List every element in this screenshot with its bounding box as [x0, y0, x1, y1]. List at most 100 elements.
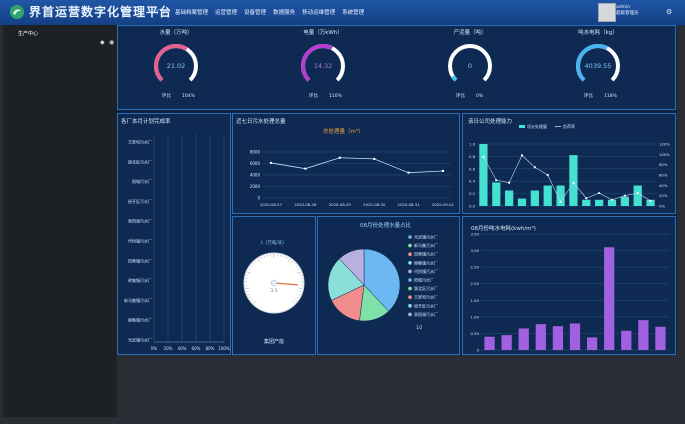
- settings-icon[interactable]: ⚙: [666, 8, 673, 16]
- cap-rate-line: [483, 154, 651, 203]
- pie-slice: [363, 248, 401, 312]
- gauge-panel: 水量（万吨） 21.02 环比 104% 电量（万kWh） 14.32 环比 110% 产泥量（…: [117, 25, 676, 110]
- nav-system[interactable]: 系统管理: [342, 10, 365, 16]
- power-bar: [655, 326, 666, 350]
- user-info[interactable]: admin 超级管理员: [616, 5, 639, 17]
- dial-tick: [298, 294, 301, 296]
- legend-label-design: 设计处理量: [527, 123, 547, 129]
- dial-tick: [260, 257, 262, 260]
- cap-rate-point: [598, 191, 601, 195]
- plan-plant-label: 光武镇污水厂: [128, 337, 152, 343]
- dial-needle: [273, 282, 298, 286]
- pie-chart: 光武镇污水厂新马集污水厂田营镇污水厂顾集镇污水厂代桥镇污水厂阳城污水厂颍北区污水…: [327, 234, 438, 330]
- pie-legend-label: 代桥镇污水厂: [414, 268, 438, 274]
- pie-legend-swatch: [408, 312, 412, 317]
- cap-rate-point: [636, 191, 639, 195]
- pie-legend-swatch: [408, 235, 412, 239]
- nav-archive[interactable]: 基础档案管理: [175, 10, 209, 16]
- pie-legend-swatch: [408, 304, 412, 308]
- cap-bar: [595, 199, 604, 206]
- pie-legend-label: 经开区污水厂: [414, 302, 438, 308]
- plan-chart: 0% 20% 40% 60% 80% 100% 王家坝污水厂颍北区污水厂阳城污水厂经开区污水…: [124, 134, 230, 351]
- power-ytick-label: 1.50: [471, 298, 480, 303]
- avatar[interactable]: [598, 3, 616, 22]
- cap-ytick-left: 0.2: [469, 191, 476, 196]
- power-ytick-label: 0.50: [471, 331, 480, 336]
- cap-rate-point: [649, 199, 652, 202]
- dial-tick: [291, 260, 293, 263]
- capacity-panel: 该日公司处理能力 设计处理量 负荷率 0.0 0.2 0.4 0.6 0.8 1.0 0% 20%…: [462, 113, 676, 214]
- nav-portal[interactable]: 门户: [157, 10, 169, 16]
- dial-tick: [293, 263, 296, 265]
- gauge-ratio: 118%: [604, 93, 618, 99]
- nav-mobile[interactable]: 移动运维管理: [302, 10, 336, 16]
- pie-slice: [339, 248, 365, 286]
- refresh-icon[interactable]: ◉: [109, 39, 115, 46]
- plan-tick-label: 60%: [192, 346, 201, 351]
- user-role: 超级管理员: [616, 11, 639, 16]
- cap-ytick-right: 100%: [659, 152, 670, 157]
- dial-gauge: t（万吨/天） 3.5 集团产能: [243, 239, 305, 345]
- cap-ytick-right: 20%: [659, 193, 668, 198]
- cap-ytick-left: 0.4: [469, 179, 476, 184]
- plan-plant-label: 经开区污水厂: [128, 198, 152, 204]
- pie-legend-swatch: [408, 269, 412, 274]
- sidebar: 生产中心 ◆ ◉: [3, 25, 118, 417]
- cap-ytick-left: 0.0: [469, 204, 476, 209]
- sidebar-heading[interactable]: 生产中心: [18, 31, 39, 37]
- nav-operation[interactable]: 运营管理: [215, 10, 238, 16]
- line-panel: 近七日污水处理总量 总处理量（m³） 0 2000 4000 6000 8000 2020…: [232, 113, 460, 214]
- logo-icon: [10, 5, 24, 19]
- power-bar: [552, 326, 564, 350]
- dial-tick: [295, 265, 298, 268]
- line-ytick-label: 2000: [250, 184, 261, 189]
- gauge-value: 14.32: [314, 62, 333, 70]
- cap-bar: [517, 198, 527, 206]
- cap-bar: [492, 182, 501, 206]
- nav-equipment[interactable]: 设备管理: [244, 10, 267, 16]
- gauge-value: 21.02: [167, 62, 186, 70]
- line-xtick-label: 2020-08-30: [363, 202, 386, 207]
- cap-rate-point: [623, 194, 626, 197]
- power-ytick-label: 2.50: [471, 265, 480, 270]
- cap-bar: [569, 155, 578, 206]
- dial-tick: [250, 265, 253, 268]
- pie-panel: 08月份处理水量占比 光武镇污水厂 新马集污水厂 田营镇污水厂 顾集镇污水厂 代桥镇污水…: [317, 216, 460, 355]
- line-point: [304, 167, 307, 170]
- cap-bar: [607, 199, 617, 206]
- gauge-value: 4039.55: [585, 62, 612, 70]
- pie-legend-label: 光武镇污水厂: [414, 234, 438, 240]
- plan-plant-label: 泉阳湖污水厂: [128, 218, 152, 224]
- plan-plant-label: 颍北区污水厂: [128, 158, 152, 164]
- app-title: 界首运营数字化管理平台: [29, 5, 173, 19]
- gauge-ratio-label: 环比: [309, 92, 318, 99]
- cap-ytick-right: 120%: [659, 142, 670, 147]
- dial-tick: [248, 268, 251, 270]
- dial-tick: [253, 300, 257, 304]
- pie-slice: [327, 258, 365, 301]
- cap-bar: [530, 190, 539, 206]
- plan-tick-label: 0%: [151, 346, 158, 351]
- gauge-title: 水量（万吨）: [159, 28, 192, 36]
- cap-bar: [479, 144, 488, 206]
- gauge-fill: [451, 75, 458, 82]
- dial-tick: [287, 258, 291, 263]
- plan-tick-label: 20%: [164, 346, 173, 351]
- pie-legend-swatch: [408, 261, 412, 265]
- dial-tick: [291, 300, 295, 304]
- user-name: admin: [616, 5, 631, 10]
- dial-tick: [247, 294, 250, 296]
- pie-legend-label: 王家坝污水厂: [414, 294, 438, 300]
- pin-icon[interactable]: ◆: [100, 39, 105, 46]
- dial-hub: [270, 279, 278, 287]
- line-xtick-label: 2020-09-01: [432, 202, 455, 207]
- nav-data[interactable]: 数据服务: [273, 10, 296, 16]
- capacity-panel-title: 该日公司处理能力: [468, 119, 513, 125]
- line-ytick-label: 0: [257, 196, 260, 201]
- cap-rate-point: [572, 181, 575, 184]
- gauge-ratio: 110%: [329, 93, 343, 99]
- pie-legend-pager: 1/2: [416, 325, 423, 330]
- cap-rate-point: [546, 173, 549, 177]
- cap-rate-point: [585, 197, 588, 200]
- cap-bar: [582, 199, 591, 206]
